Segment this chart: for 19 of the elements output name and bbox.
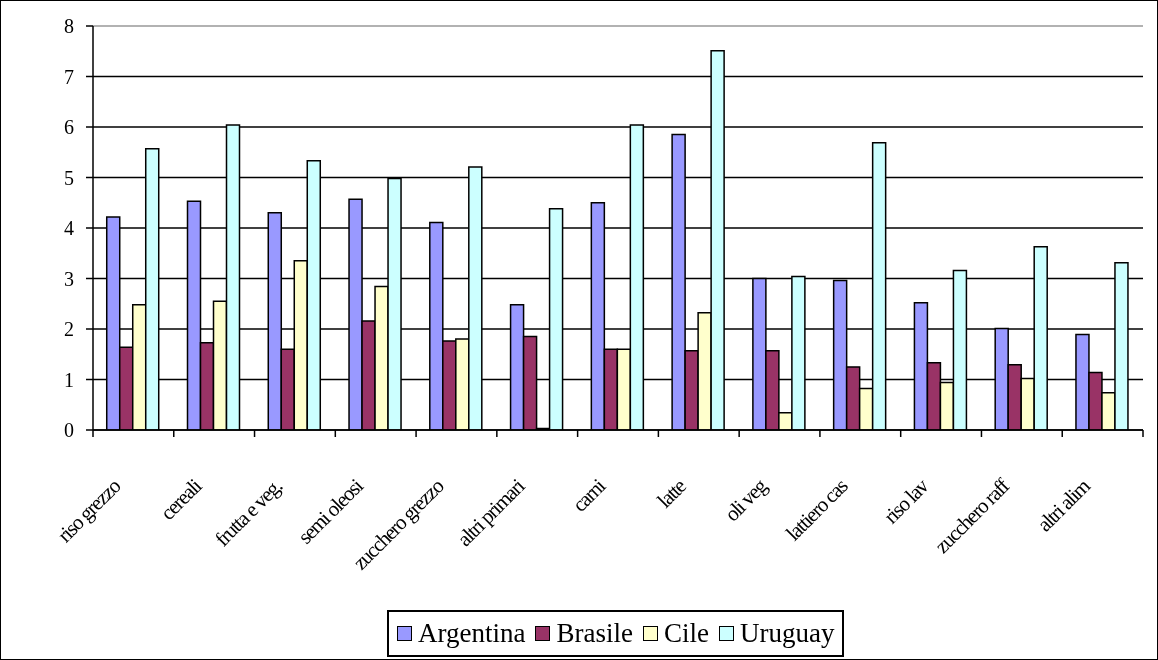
y-tick-label: 2 (64, 318, 74, 341)
legend-label: Uruguay (739, 618, 835, 649)
y-tick-label: 4 (64, 217, 74, 240)
x-tick-label: latte (652, 473, 691, 513)
legend-label: Argentina (418, 618, 526, 649)
y-tick-label: 8 (64, 15, 74, 38)
y-tick-label: 7 (64, 65, 74, 88)
x-tick-label: riso lav (878, 473, 934, 529)
y-tick-label: 3 (64, 267, 74, 290)
x-tick-label: carni (567, 473, 611, 517)
y-tick-label: 0 (64, 419, 74, 442)
x-tick-label: frutta e veg. (210, 474, 287, 551)
legend-label: Cile (663, 618, 709, 649)
x-tick-label: altri alim (1032, 473, 1095, 537)
x-tick-label: oli veg (719, 473, 773, 526)
legend-label: Brasile (556, 618, 633, 649)
y-tick-label: 1 (64, 368, 74, 391)
y-tick-label: 5 (64, 166, 74, 189)
y-tick-label: 6 (64, 116, 74, 139)
